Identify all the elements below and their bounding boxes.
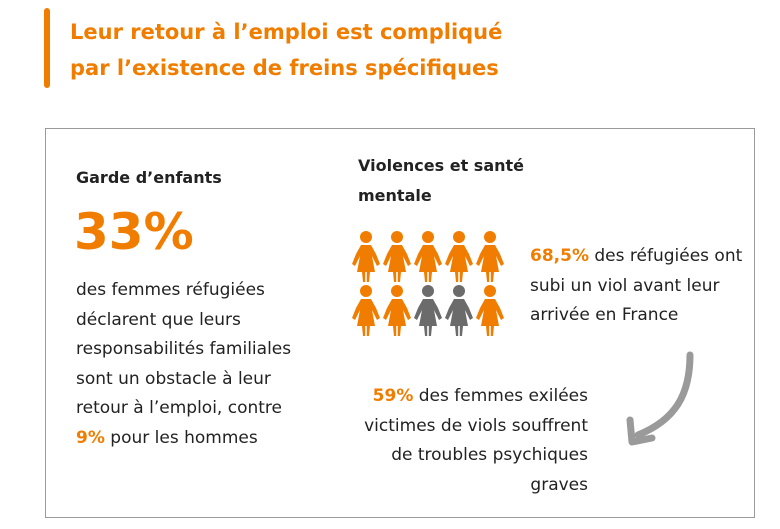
text: des femmes exilées victimes de viols sou… (364, 386, 588, 495)
content-box (45, 128, 755, 518)
title-line: Leur retour à l’emploi est compliqué (70, 20, 503, 44)
title-line: par l’existence de freins spécifiques (70, 56, 499, 80)
left-stat: 33% (74, 203, 194, 261)
text: pour les hommes (104, 427, 258, 448)
highlight: 9% (76, 427, 105, 448)
left-heading: Garde d’enfants (76, 168, 222, 187)
stat2-text: 59% des femmes exilées victimes de viols… (348, 382, 588, 500)
icons-orange (476, 285, 504, 336)
left-text: des femmes réfugiées déclarent que leurs… (76, 276, 312, 453)
stat1-text: 68,5% des réfugiées ont subi un viol ava… (530, 242, 750, 331)
right-heading: Violences et santé mentale (358, 156, 525, 205)
text: des femmes réfugiées déclarent que leurs… (76, 280, 292, 418)
arrow (626, 351, 694, 446)
text: des réfugiées ont subi un viol avant leu… (530, 246, 743, 325)
pictogram (352, 231, 504, 336)
title: Leur retour à l’emploi est compliqué par… (70, 14, 670, 86)
icons-gray (414, 285, 473, 336)
highlight: 68,5% (530, 246, 589, 266)
accent-bar (44, 8, 50, 88)
highlight: 59% (372, 386, 414, 406)
